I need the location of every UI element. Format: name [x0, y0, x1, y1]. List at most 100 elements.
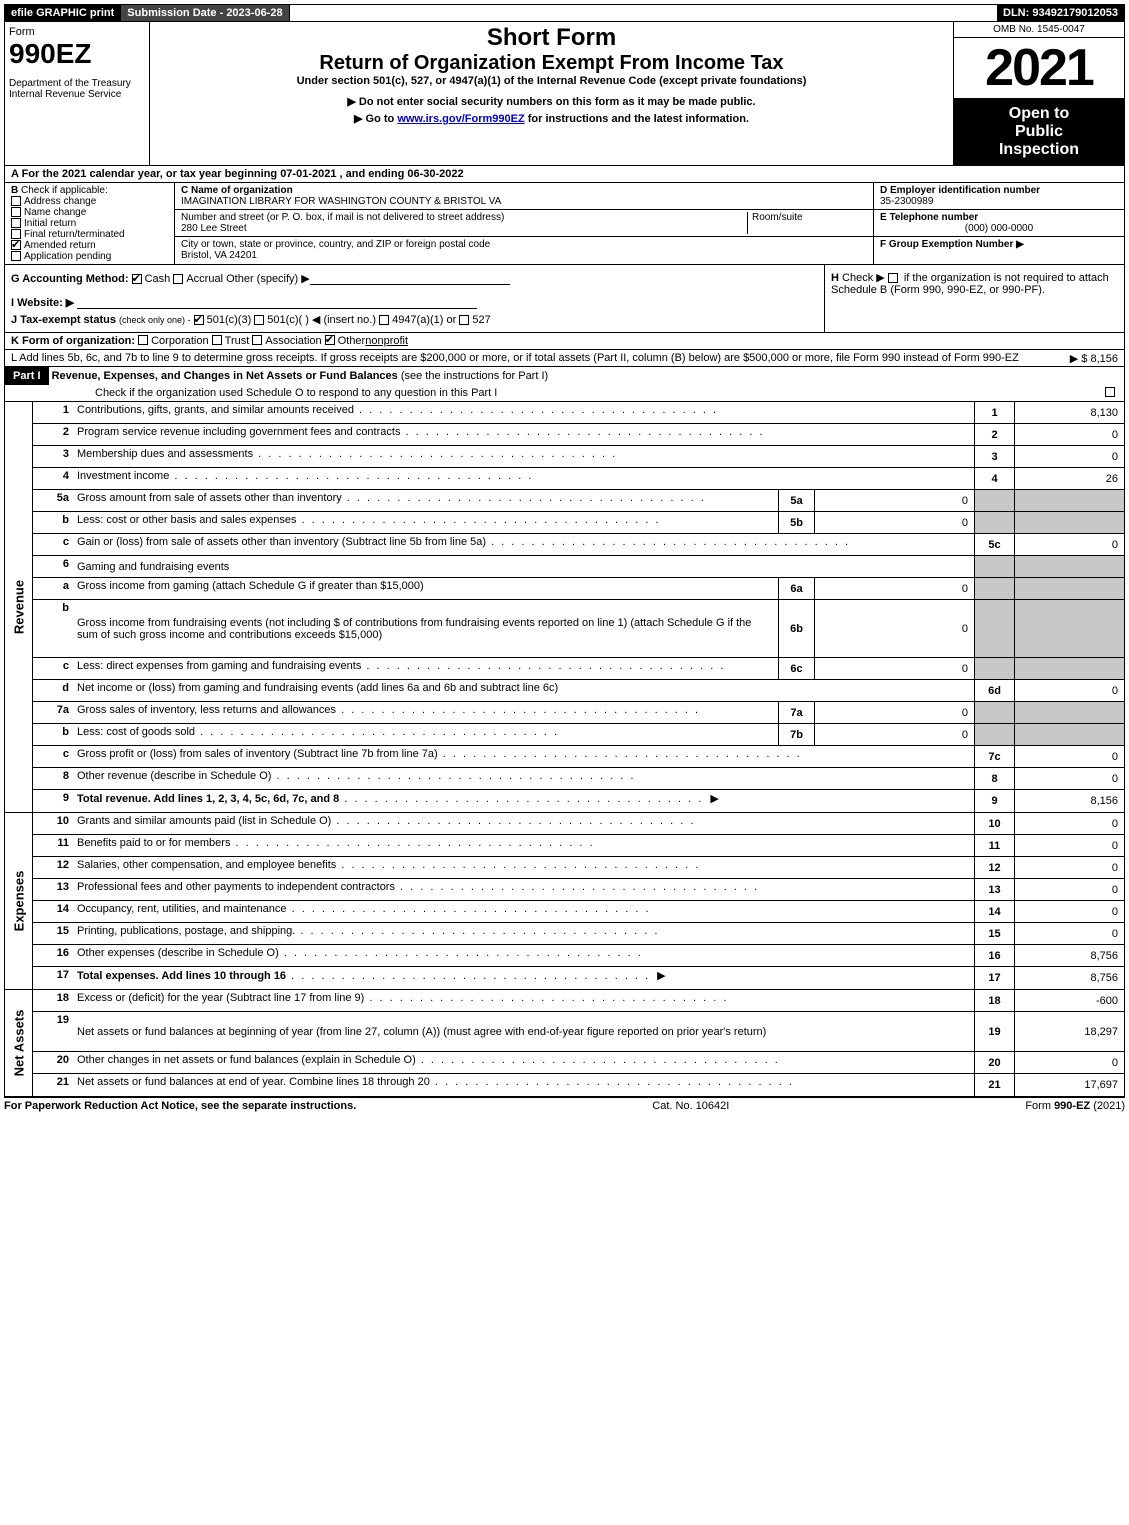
section-bcde: B Check if applicable: Address change Na… [4, 183, 1125, 265]
main-title: Return of Organization Exempt From Incom… [156, 52, 947, 75]
l5c-desc: Gain or (loss) from sale of assets other… [77, 536, 486, 548]
j-label: J Tax-exempt status [11, 314, 116, 326]
irs-link[interactable]: www.irs.gov/Form990EZ [397, 113, 524, 125]
l1-desc: Contributions, gifts, grants, and simila… [77, 404, 354, 416]
lbl-final-return: Final return/terminated [24, 229, 125, 240]
g-label: G Accounting Method: [11, 273, 129, 285]
l7c-box: 7c [974, 746, 1014, 767]
l15-val: 0 [1014, 923, 1124, 944]
arrow-icon [706, 793, 722, 805]
chk-other-org[interactable] [325, 335, 335, 345]
chk-schedule-o[interactable] [1105, 387, 1115, 397]
chk-schedule-b[interactable] [888, 273, 898, 283]
footer-left: For Paperwork Reduction Act Notice, see … [4, 1100, 356, 1112]
l15-box: 15 [974, 923, 1014, 944]
chk-address-change[interactable] [11, 196, 21, 206]
chk-accrual[interactable] [173, 274, 183, 284]
l20-desc: Other changes in net assets or fund bala… [77, 1054, 416, 1066]
other-org-value: nonprofit [365, 335, 408, 347]
lbl-name-change: Name change [24, 207, 86, 218]
l7b-sval: 0 [814, 724, 974, 745]
footer-mid: Cat. No. 10642I [652, 1100, 729, 1112]
l6c-num: c [33, 658, 73, 679]
chk-association[interactable] [252, 335, 262, 345]
l18-num: 18 [33, 990, 73, 1011]
chk-corporation[interactable] [138, 335, 148, 345]
l5b-num: b [33, 512, 73, 533]
page-footer: For Paperwork Reduction Act Notice, see … [4, 1097, 1125, 1112]
short-form-title: Short Form [156, 24, 947, 52]
l6a-sbox: 6a [778, 578, 814, 599]
efile-print-cell[interactable]: efile GRAPHIC print [5, 5, 121, 21]
l5c-box: 5c [974, 534, 1014, 555]
l6-desc: Gaming and fundraising events [73, 556, 974, 577]
footer-right: Form 990-EZ (2021) [1025, 1100, 1125, 1112]
chk-527[interactable] [459, 315, 469, 325]
l4-box: 4 [974, 468, 1014, 489]
l2-num: 2 [33, 424, 73, 445]
l6a-desc: Gross income from gaming (attach Schedul… [77, 580, 424, 592]
j-sub: (check only one) - [119, 315, 191, 325]
l7c-val: 0 [1014, 746, 1124, 767]
h-check-text: Check ▶ [842, 272, 885, 284]
l6-grey [974, 556, 1014, 577]
goto-link[interactable]: ▶ Go to www.irs.gov/Form990EZ for instru… [156, 112, 947, 125]
l2-box: 2 [974, 424, 1014, 445]
ein-label: D Employer identification number [880, 185, 1040, 196]
lbl-501c3: 501(c)(3) [207, 314, 252, 326]
l13-num: 13 [33, 879, 73, 900]
l5a-sval: 0 [814, 490, 974, 511]
l6b-grey2 [1014, 600, 1124, 657]
l10-desc: Grants and similar amounts paid (list in… [77, 815, 331, 827]
section-g: G Accounting Method: Cash Accrual Other … [11, 271, 818, 285]
chk-cash[interactable] [132, 274, 142, 284]
street-value: 280 Lee Street [181, 223, 247, 234]
l20-val: 0 [1014, 1052, 1124, 1073]
l5c-num: c [33, 534, 73, 555]
org-name: IMAGINATION LIBRARY FOR WASHINGTON COUNT… [181, 196, 501, 207]
l6c-grey2 [1014, 658, 1124, 679]
chk-trust[interactable] [212, 335, 222, 345]
l21-num: 21 [33, 1074, 73, 1096]
l1-box: 1 [974, 402, 1014, 423]
chk-4947[interactable] [379, 315, 389, 325]
l8-num: 8 [33, 768, 73, 789]
l16-val: 8,756 [1014, 945, 1124, 966]
header-left: Form 990EZ Department of the Treasury In… [5, 22, 150, 165]
l1-val: 8,130 [1014, 402, 1124, 423]
chk-amended-return[interactable] [11, 240, 21, 250]
group-exemption-label: F Group Exemption Number ▶ [880, 239, 1024, 250]
arrow-icon-2 [653, 970, 669, 982]
l5b-grey [974, 512, 1014, 533]
l6-num: 6 [33, 556, 73, 577]
form-label: Form [9, 26, 145, 38]
website-field[interactable] [77, 295, 477, 309]
other-method-field[interactable] [310, 271, 510, 285]
l7b-desc: Less: cost of goods sold [77, 726, 195, 738]
ein-value: 35-2300989 [880, 196, 933, 207]
l12-desc: Salaries, other compensation, and employ… [77, 859, 336, 871]
inspection-badge: Open to Public Inspection [954, 99, 1124, 165]
l5a-grey [974, 490, 1014, 511]
l6d-desc: Net income or (loss) from gaming and fun… [77, 682, 558, 694]
l-text: L Add lines 5b, 6c, and 7b to line 9 to … [11, 352, 1019, 364]
netassets-block: Net Assets 18Excess or (deficit) for the… [4, 990, 1125, 1097]
part1-check-line: Check if the organization used Schedule … [95, 387, 1105, 399]
chk-501c[interactable] [254, 315, 264, 325]
lbl-4947: 4947(a)(1) or [392, 314, 456, 326]
revenue-side-label: Revenue [5, 402, 33, 812]
l18-box: 18 [974, 990, 1014, 1011]
l15-desc: Printing, publications, postage, and shi… [77, 925, 295, 937]
l4-num: 4 [33, 468, 73, 489]
chk-initial-return[interactable] [11, 218, 21, 228]
section-j: J Tax-exempt status (check only one) - 5… [11, 313, 818, 326]
chk-application-pending[interactable] [11, 251, 21, 261]
part1-badge: Part I [5, 367, 49, 385]
chk-501c3[interactable] [194, 315, 204, 325]
l7b-sbox: 7b [778, 724, 814, 745]
chk-name-change[interactable] [11, 207, 21, 217]
l6c-sbox: 6c [778, 658, 814, 679]
l7c-num: c [33, 746, 73, 767]
l16-num: 16 [33, 945, 73, 966]
l14-box: 14 [974, 901, 1014, 922]
